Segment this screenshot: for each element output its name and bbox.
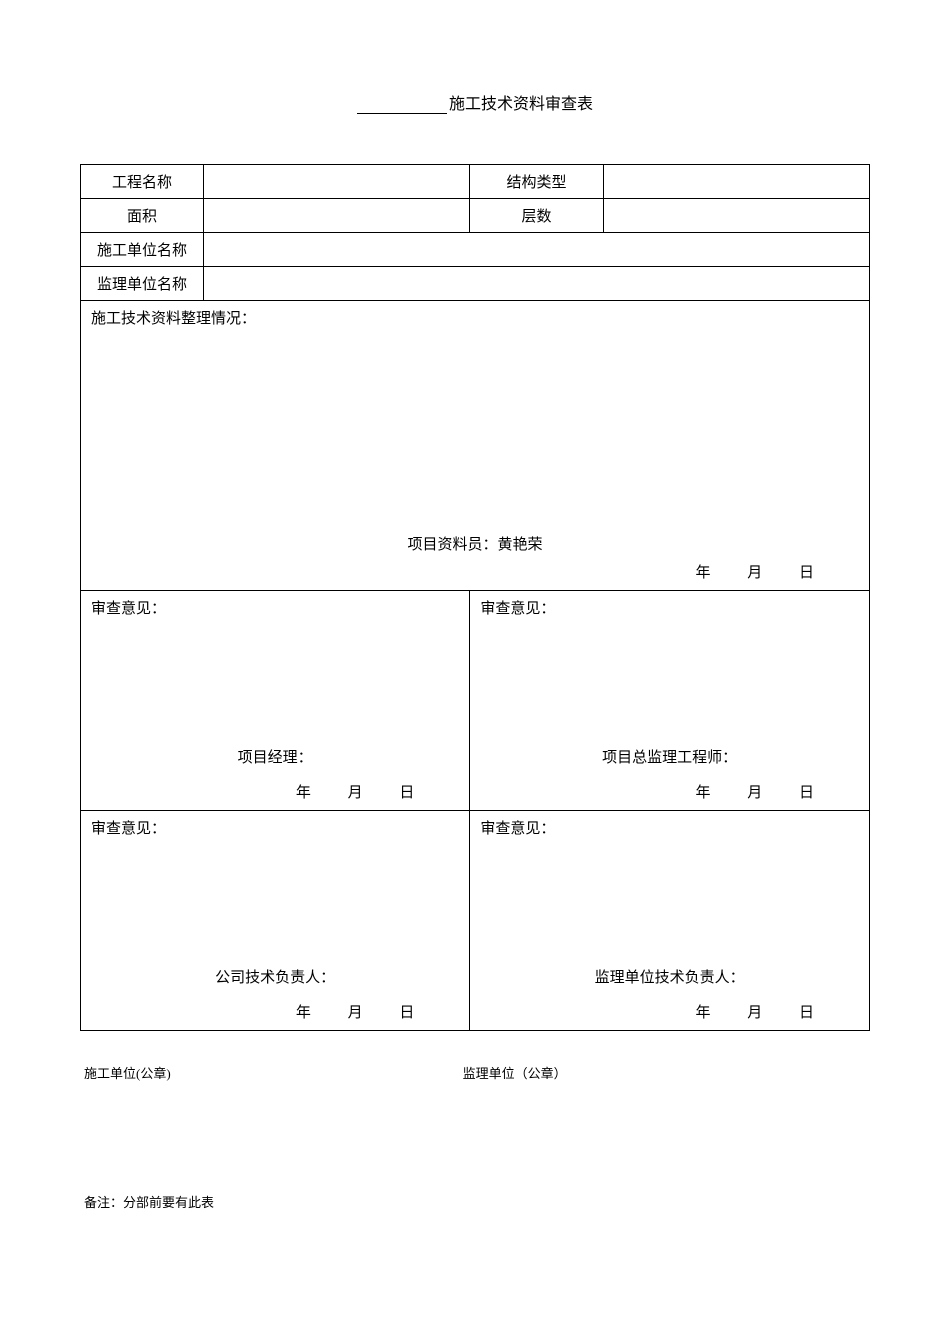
section1-heading: 施工技术资料整理情况： [91, 307, 256, 328]
row-area-floors: 面积 层数 [81, 199, 870, 233]
form-table: 工程名称 结构类型 面积 层数 施工单位名称 监理单位名称 施工技术资料整理情况… [80, 164, 870, 1031]
cell-section1: 施工技术资料整理情况： 项目资料员：黄艳荣 年 月 日 [81, 301, 870, 591]
label-supervision-unit: 监理单位名称 [81, 267, 204, 301]
stamp-supervision: 监理单位（公章） [463, 1063, 838, 1082]
label-floors: 层数 [470, 199, 603, 233]
review-st-date-m: 月 [747, 1001, 795, 1022]
review-st-date-y: 年 [696, 1001, 744, 1022]
label-area: 面积 [81, 199, 204, 233]
review-ct-date-y: 年 [296, 1001, 344, 1022]
review-pm-date: 年 月 日 [81, 781, 469, 802]
section1-signer-name: 黄艳荣 [498, 537, 543, 553]
review-ct-bottom: 公司技术负责人： 年 月 日 [81, 966, 469, 1022]
review-st-sign-label: 监理单位技术负责人： [470, 966, 869, 987]
row-review-2: 审查意见： 公司技术负责人： 年 月 日 审查意见： 监理单位技术负责人： 年 [81, 811, 870, 1031]
value-project-name [203, 165, 469, 199]
review-pm-heading: 审查意见： [91, 597, 166, 618]
label-structure-type: 结构类型 [470, 165, 603, 199]
row-project-structure: 工程名称 结构类型 [81, 165, 870, 199]
footer-note: 备注：分部前要有此表 [80, 1192, 870, 1211]
review-chief-heading: 审查意见： [480, 597, 555, 618]
review-chief-date-y: 年 [696, 781, 744, 802]
value-structure-type [603, 165, 869, 199]
review-chief-date-m: 月 [747, 781, 795, 802]
review-pm-date-d: 日 [399, 781, 447, 802]
review-ct-date: 年 月 日 [81, 1001, 469, 1022]
review-ct-date-d: 日 [399, 1001, 447, 1022]
title-suffix: 施工技术资料审查表 [449, 96, 593, 113]
stamps-row: 施工单位(公章) 监理单位（公章） [80, 1063, 870, 1082]
value-floors [603, 199, 869, 233]
cell-review-pm: 审查意见： 项目经理： 年 月 日 [81, 591, 470, 811]
section1-date-y: 年 [696, 561, 744, 582]
review-chief-sign-label: 项目总监理工程师： [470, 746, 869, 767]
label-construction-unit: 施工单位名称 [81, 233, 204, 267]
review-chief-date: 年 月 日 [470, 781, 869, 802]
section1-signer-line: 项目资料员：黄艳荣 [81, 533, 869, 554]
value-construction-unit [203, 233, 869, 267]
label-project-name: 工程名称 [81, 165, 204, 199]
value-area [203, 199, 469, 233]
row-supervision-unit: 监理单位名称 [81, 267, 870, 301]
section1-date-d: 日 [799, 561, 847, 582]
cell-review-chief: 审查意见： 项目总监理工程师： 年 月 日 [470, 591, 870, 811]
review-st-date: 年 月 日 [470, 1001, 869, 1022]
review-pm-date-y: 年 [296, 781, 344, 802]
section1-signer-label: 项目资料员： [407, 537, 497, 553]
review-pm-bottom: 项目经理： 年 月 日 [81, 746, 469, 802]
review-chief-bottom: 项目总监理工程师： 年 月 日 [470, 746, 869, 802]
review-st-heading: 审查意见： [480, 817, 555, 838]
value-supervision-unit [203, 267, 869, 301]
page: 施工技术资料审查表 工程名称 结构类型 面积 层数 施工单位名称 监理单位名称 [0, 0, 950, 1251]
review-pm-date-m: 月 [348, 781, 396, 802]
section1-date-m: 月 [747, 561, 795, 582]
row-section1: 施工技术资料整理情况： 项目资料员：黄艳荣 年 月 日 [81, 301, 870, 591]
review-ct-date-m: 月 [348, 1001, 396, 1022]
row-review-1: 审查意见： 项目经理： 年 月 日 审查意见： 项目总监理工程师： 年 月 [81, 591, 870, 811]
cell-review-company-tech: 审查意见： 公司技术负责人： 年 月 日 [81, 811, 470, 1031]
review-st-date-d: 日 [799, 1001, 847, 1022]
row-construction-unit: 施工单位名称 [81, 233, 870, 267]
title-blank-line [357, 113, 447, 114]
review-ct-sign-label: 公司技术负责人： [81, 966, 469, 987]
review-st-bottom: 监理单位技术负责人： 年 月 日 [470, 966, 869, 1022]
review-pm-sign-label: 项目经理： [81, 746, 469, 767]
section1-date: 年 月 日 [696, 561, 848, 582]
page-title: 施工技术资料审查表 [80, 90, 870, 114]
review-ct-heading: 审查意见： [91, 817, 166, 838]
stamp-construction: 施工单位(公章) [84, 1063, 459, 1082]
review-chief-date-d: 日 [799, 781, 847, 802]
cell-review-supervision-tech: 审查意见： 监理单位技术负责人： 年 月 日 [470, 811, 870, 1031]
